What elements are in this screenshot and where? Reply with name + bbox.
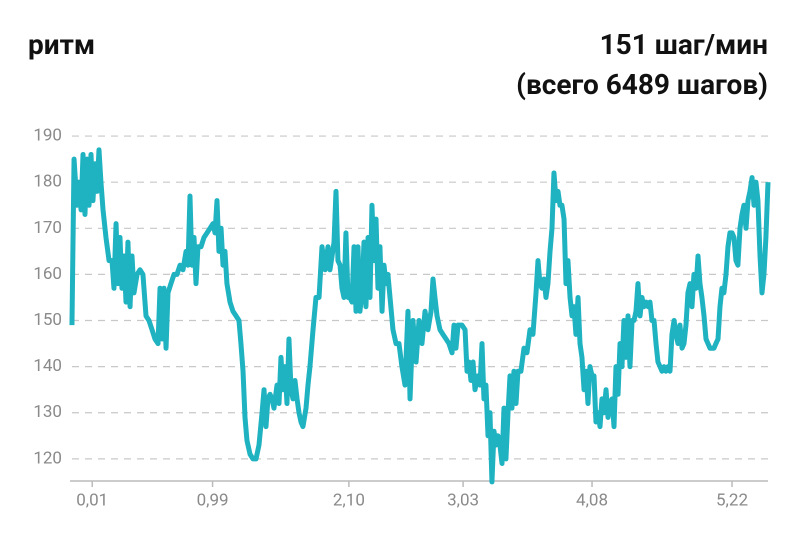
- y-tick-label: 170: [33, 218, 62, 238]
- y-tick-label: 160: [33, 264, 62, 284]
- y-tick-label: 130: [33, 402, 62, 422]
- x-tick-label: 4,08: [576, 490, 608, 510]
- y-tick-label: 140: [33, 356, 62, 376]
- pace-value: 151 шаг/мин: [600, 28, 768, 61]
- y-tick-label: 150: [33, 310, 62, 330]
- cadence-line: [69, 147, 771, 485]
- x-tick-label: 0,99: [197, 490, 229, 510]
- total-steps: (всего 6489 шагов): [516, 68, 768, 101]
- x-tick-label: 5,22: [716, 490, 748, 510]
- y-tick-label: 190: [33, 126, 62, 146]
- y-tick-label: 120: [33, 448, 62, 468]
- x-tick-label: 3,03: [447, 490, 479, 510]
- x-tick-label: 2,10: [333, 490, 365, 510]
- x-tick-label: 0,01: [76, 490, 108, 510]
- y-tick-label: 180: [33, 172, 62, 192]
- chart-title: ритм: [28, 28, 95, 61]
